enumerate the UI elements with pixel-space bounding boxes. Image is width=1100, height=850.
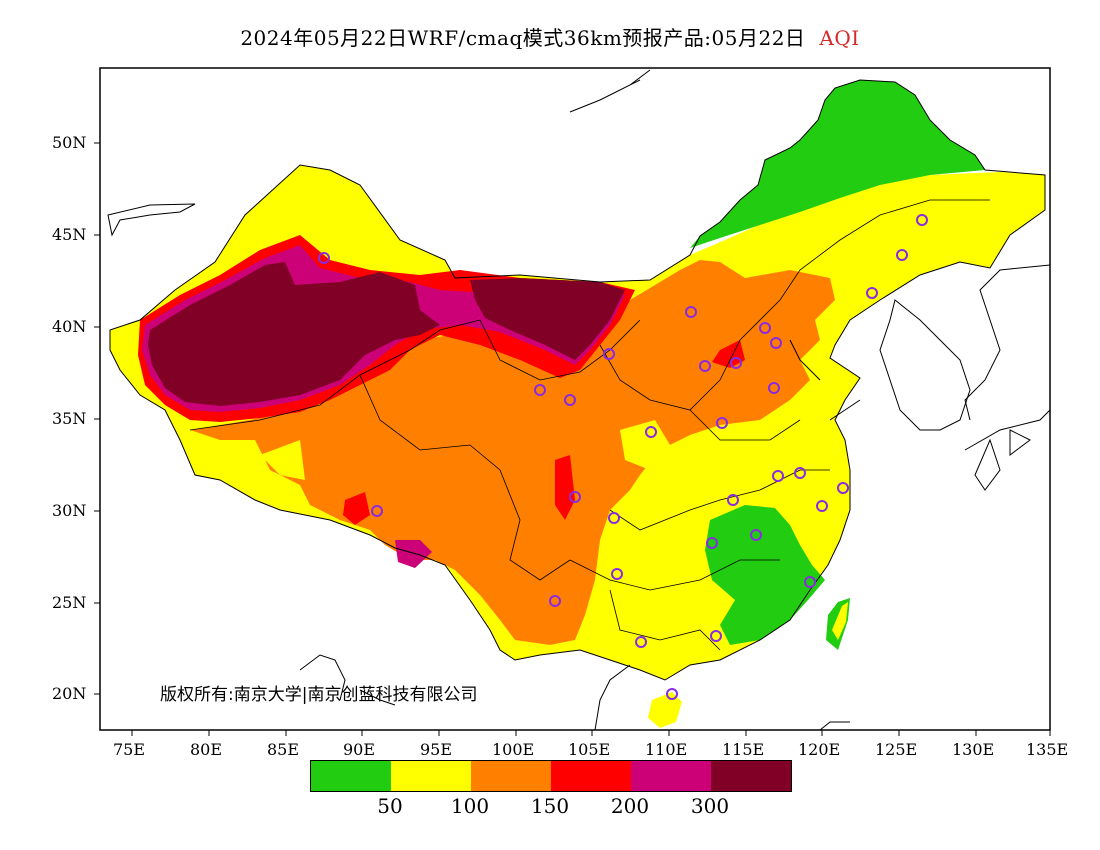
lon-tick-label: 110E xyxy=(645,740,687,759)
lon-tick-label: 75E xyxy=(113,740,145,759)
lon-tick-label: 105E xyxy=(568,740,610,759)
lat-tick-label: 50N xyxy=(52,133,86,152)
copyright-text: 版权所有:南京大学|南京创蓝科技有限公司 xyxy=(160,680,477,705)
legend-label: 200 xyxy=(611,794,649,818)
lon-tick-label: 90E xyxy=(343,740,375,759)
legend-swatch-red xyxy=(551,761,631,791)
lat-tick-label: 25N xyxy=(52,593,86,612)
legend-swatch-green xyxy=(311,761,391,791)
legend-swatch-yellow xyxy=(391,761,471,791)
lat-tick-label: 45N xyxy=(52,225,86,244)
lat-tick-label: 20N xyxy=(52,684,86,703)
lon-tick-label: 125E xyxy=(875,740,917,759)
lon-tick-label: 120E xyxy=(798,740,840,759)
lat-tick-label: 40N xyxy=(52,317,86,336)
legend-label: 150 xyxy=(531,794,569,818)
lon-tick-label: 115E xyxy=(722,740,764,759)
legend-label: 100 xyxy=(451,794,489,818)
legend-swatch-magenta xyxy=(631,761,711,791)
lat-tick-label: 35N xyxy=(52,409,86,428)
aqi-colorbar xyxy=(310,760,792,792)
lon-tick-label: 130E xyxy=(952,740,994,759)
lon-tick-label: 80E xyxy=(190,740,222,759)
legend-swatch-maroon xyxy=(711,761,791,791)
lon-tick-label: 135E xyxy=(1026,740,1068,759)
lon-tick-label: 95E xyxy=(420,740,452,759)
lon-tick-label: 100E xyxy=(492,740,534,759)
legend-label: 50 xyxy=(377,794,402,818)
legend-swatch-orange xyxy=(471,761,551,791)
lat-tick-label: 30N xyxy=(52,501,86,520)
legend-label: 300 xyxy=(691,794,729,818)
lon-tick-label: 85E xyxy=(267,740,299,759)
